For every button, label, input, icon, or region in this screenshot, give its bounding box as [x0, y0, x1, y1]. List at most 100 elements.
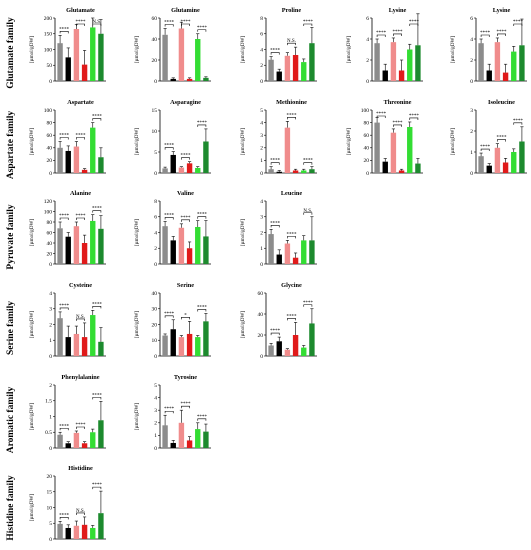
- bar: [90, 220, 96, 264]
- bar: [81, 524, 88, 539]
- y-tick-label: 150: [44, 32, 53, 38]
- y-axis-label: [µmol/gDW]: [450, 128, 456, 155]
- y-tick-label: 20: [47, 251, 53, 257]
- bar: [309, 240, 315, 264]
- chart-title: Valine: [177, 190, 194, 197]
- chart-title: Proline: [282, 7, 302, 14]
- chart-panel-lysine: Lysine [µmol/gDW] 0 2 4 6 **** **** ****: [450, 7, 527, 85]
- significance-bracket: [197, 309, 207, 312]
- significance-label: ****: [59, 424, 70, 429]
- y-axis-label: [µmol/gDW]: [450, 36, 456, 63]
- significance-bracket: [303, 162, 313, 165]
- bar: [57, 523, 63, 539]
- y-axis-label: [µmol/gDW]: [240, 36, 246, 63]
- bar: [511, 51, 517, 81]
- y-tick-label: 2: [260, 230, 263, 236]
- significance-label: ****: [92, 115, 103, 120]
- y-tick-label: 200: [44, 16, 53, 22]
- significance-bracket: [181, 405, 190, 409]
- y-tick-label: 15: [152, 108, 158, 114]
- chart-title: Glycine: [281, 282, 302, 289]
- bar: [203, 77, 209, 81]
- bar: [81, 64, 88, 81]
- bar: [276, 171, 282, 173]
- y-tick-label: 120: [44, 199, 53, 205]
- significance-label: ****: [497, 30, 508, 35]
- bar: [65, 57, 71, 81]
- significance-bracket: [303, 304, 313, 307]
- chart-title: Serine: [177, 282, 194, 289]
- y-tick-label: 20: [47, 474, 53, 480]
- significance-label: ****: [197, 415, 208, 420]
- chart-panel-cysteine: Cysteine [µmol/gDW] 0 1 2 3 4 **** N.S. ****: [29, 282, 106, 360]
- y-tick-label: 60: [47, 230, 53, 236]
- bar: [170, 329, 176, 356]
- significance-label: ****: [59, 214, 70, 219]
- bar: [309, 43, 315, 81]
- bar: [203, 321, 209, 356]
- significance-bracket: [164, 410, 174, 414]
- significance-label: ****: [164, 312, 175, 317]
- bar: [309, 323, 315, 356]
- significance-label: ****: [270, 49, 281, 54]
- bar: [309, 169, 315, 173]
- y-tick-label: 3: [260, 215, 263, 221]
- significance-label: ****: [303, 20, 314, 25]
- y-tick-label: 5: [154, 150, 157, 156]
- y-tick-label: 4: [154, 395, 157, 401]
- bar: [186, 163, 193, 173]
- bar: [195, 226, 201, 264]
- bar: [478, 156, 484, 173]
- bar: [486, 165, 492, 173]
- chart-title: Glutamine: [171, 7, 200, 14]
- bar: [57, 228, 63, 264]
- bar: [81, 169, 88, 173]
- y-tick-label: 6: [260, 32, 263, 38]
- bar: [178, 227, 185, 264]
- bar: [178, 337, 185, 356]
- significance-bracket: [76, 137, 85, 140]
- significance-label: ****: [497, 136, 508, 141]
- significance-label: ****: [480, 31, 491, 36]
- bar: [292, 335, 299, 356]
- chart-title: Glutamate: [66, 7, 95, 14]
- y-tick-label: 8: [260, 16, 263, 22]
- y-axis-label: [µmol/gDW]: [29, 219, 35, 246]
- chart-title: Lysine: [493, 7, 511, 14]
- y-tick-label: 10: [152, 129, 158, 135]
- y-tick-label: 0: [154, 79, 157, 85]
- y-axis-label: [µmol/gDW]: [29, 494, 35, 521]
- y-tick-label: 0: [260, 79, 263, 85]
- significance-label: ****: [181, 216, 192, 221]
- significance-label: ****: [376, 31, 387, 36]
- y-axis-label: [µmol/gDW]: [134, 128, 140, 155]
- y-tick-label: 4: [470, 37, 473, 43]
- significance-label: ****: [197, 213, 208, 218]
- bar: [73, 29, 80, 81]
- bar: [178, 422, 185, 448]
- bar: [65, 527, 71, 539]
- bar: [398, 170, 405, 173]
- significance-bracket: [409, 23, 419, 26]
- bar: [186, 440, 193, 448]
- chart-title: Leucine: [281, 190, 303, 197]
- chart-panel-methionine: Methionine [µmol/gDW] 0 1 2 3 4 5 **** **** ****: [240, 99, 317, 177]
- bar: [519, 141, 525, 173]
- significance-bracket: [270, 52, 280, 55]
- y-axis-label: [µmol/gDW]: [346, 36, 352, 63]
- bar: [292, 170, 299, 173]
- chart-panel-phenylalanine: Phenylalanine [µmol/gDW] 0 0.5 1 1.5 2 **** ****…: [29, 374, 106, 452]
- significance-bracket: [197, 124, 207, 127]
- y-tick-label: 20: [152, 58, 158, 64]
- bar: [284, 349, 291, 356]
- chart-panel-histidine: Histidine [µmol/gDW] 0 5 10 15 20 **** N.S. ****: [29, 465, 106, 543]
- significance-label: ****: [270, 329, 281, 334]
- bar: [162, 226, 168, 264]
- significance-label: ****: [181, 154, 192, 159]
- significance-bracket: [92, 397, 102, 400]
- y-tick-label: 5: [260, 108, 263, 114]
- significance-bracket: [59, 427, 69, 431]
- significance-label: *: [184, 313, 187, 318]
- significance-label: ****: [59, 513, 70, 518]
- significance-label: ****: [59, 134, 70, 139]
